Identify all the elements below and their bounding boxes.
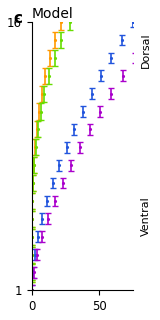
Text: c: c: [13, 12, 22, 26]
Text: Dorsal: Dorsal: [141, 33, 151, 68]
Text: Model: Model: [32, 7, 73, 21]
Text: Ventral: Ventral: [141, 196, 151, 236]
